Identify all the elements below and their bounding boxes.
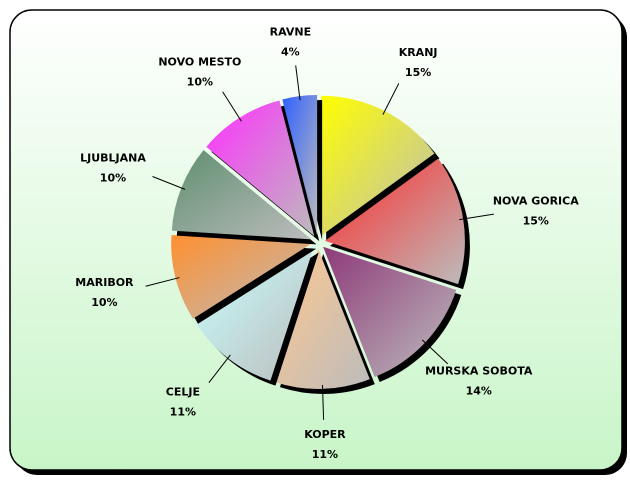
slice-label: LJUBLJANA [80, 152, 146, 165]
leader-line [222, 91, 242, 122]
slice-label: KRANJ [399, 46, 438, 59]
slice [323, 246, 457, 377]
slice-label: MURSKA SOBOTA [425, 364, 533, 377]
leader-line [321, 384, 325, 420]
slice-value-label: 10% [100, 172, 126, 185]
slice-value-label: 11% [170, 406, 196, 419]
frame [9, 9, 623, 471]
slice-value-label: 4% [281, 46, 300, 59]
slice [324, 158, 465, 285]
slice [171, 234, 312, 319]
slice-value-label: 14% [466, 384, 492, 397]
slice [282, 95, 318, 236]
slice-label: NOVA GORICA [493, 194, 579, 207]
slice-label: MARIBOR [75, 276, 134, 289]
leader-line [295, 65, 301, 101]
slice-value-label: 11% [312, 448, 338, 461]
slice [195, 247, 314, 381]
leader-line [459, 213, 494, 221]
slice-value-label: 10% [187, 75, 213, 88]
leader-line [382, 83, 400, 115]
leader-line [421, 339, 449, 365]
leader-line [208, 354, 231, 383]
slice-label: RAVNE [270, 26, 311, 39]
slice [206, 100, 315, 237]
slice-value-label: 15% [405, 66, 431, 79]
slice [171, 150, 312, 240]
slice [274, 248, 370, 389]
slice-label: KOPER [304, 428, 346, 441]
slice-label: CELJE [166, 386, 200, 399]
slice-value-label: 15% [523, 214, 549, 227]
leader-line [152, 176, 186, 190]
leader-line [145, 277, 180, 287]
slice [321, 95, 435, 236]
slice-label: NOVO MESTO [158, 55, 241, 68]
slice-value-label: 10% [91, 296, 117, 309]
